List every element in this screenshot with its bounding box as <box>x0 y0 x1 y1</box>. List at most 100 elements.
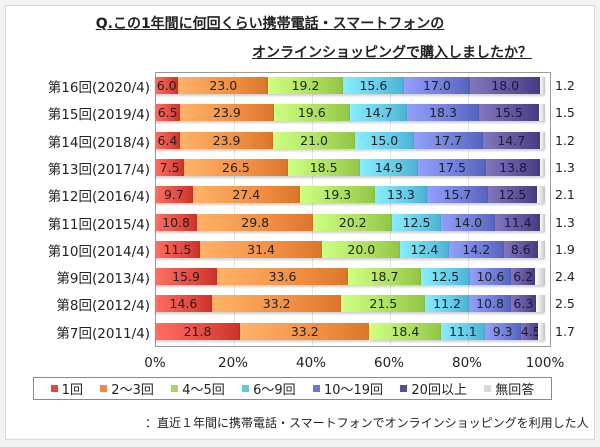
bar-segment: 14.7 <box>482 131 540 149</box>
legend-swatch <box>242 385 250 392</box>
bar-segment: 14.6 <box>155 295 212 313</box>
legend: 1回 2～3回 4～5回 6～9回 10～19回 20回以上 無回答 <box>33 377 552 400</box>
legend-label: 20回以上 <box>411 383 467 398</box>
x-tick-label: 20% <box>217 355 249 371</box>
chart-title-line1: Q.この1年間に何回くらい携帯電話・スマートフォンの <box>95 16 445 32</box>
gridline <box>468 73 469 346</box>
bar-segment: 12.5 <box>488 186 537 204</box>
bar-segment: 10.8 <box>468 295 512 313</box>
bar-segment: 14.9 <box>359 158 418 176</box>
legend-label: 2～3回 <box>111 383 154 398</box>
legend-swatch <box>171 385 179 392</box>
category-label: 第7回(2011/4) <box>56 325 150 342</box>
bar-segment: 33.6 <box>217 268 349 286</box>
no-answer-value-label: 1.2 <box>555 132 575 148</box>
bar-segment: 17.7 <box>413 131 483 149</box>
bar-segment: 14.7 <box>350 104 408 122</box>
legend-item: 2～3回 <box>100 379 154 398</box>
bar-segment: 20.0 <box>322 240 401 258</box>
bar-segment <box>535 295 546 313</box>
bar-segment: 7.5 <box>155 158 185 176</box>
bar-segment: 12.5 <box>392 213 441 231</box>
bar-segment: 6.0 <box>155 77 179 94</box>
bar-segment <box>536 186 545 204</box>
bar-segment <box>539 131 545 149</box>
bar-segment: 17.5 <box>417 158 487 176</box>
legend-label: 6～9回 <box>253 383 296 398</box>
footnote: ：直近１年間に携帯電話・スマートフォンでオンラインショッピングを利用した人 <box>145 416 589 430</box>
legend-item: 1回 <box>50 379 83 398</box>
bar-segment: 18.7 <box>348 268 421 286</box>
bar-segment: 14.0 <box>440 213 496 231</box>
bar-segment: 12.4 <box>400 240 449 258</box>
legend-item: 10～19回 <box>312 379 384 398</box>
legend-label: 4～5回 <box>182 383 225 398</box>
bar-segment: 23.9 <box>180 104 274 122</box>
bar-segment: 6.4 <box>155 131 180 149</box>
bar-segment <box>538 322 545 340</box>
chart-title-line2: オンラインショッピングで購入しましたか？ <box>252 45 532 61</box>
bar-segment: 21.8 <box>155 322 241 340</box>
legend-item: 6～9回 <box>242 379 296 398</box>
bar-segment <box>539 158 545 176</box>
bar-segment: 8.6 <box>504 240 538 258</box>
bar-segment: 13.8 <box>486 158 540 176</box>
no-answer-value-label: 1.7 <box>555 323 575 339</box>
category-label: 第9回(2013/4) <box>56 271 150 288</box>
legend-label: 無回答 <box>495 383 535 398</box>
no-answer-value-label: 1.9 <box>555 241 575 257</box>
bar-segment: 27.4 <box>192 186 300 204</box>
bar-segment: 15.6 <box>342 77 404 94</box>
bar-segment: 9.7 <box>155 186 193 204</box>
bar-segment: 23.0 <box>178 77 269 94</box>
bar-segment: 33.2 <box>240 322 370 340</box>
legend-swatch <box>400 385 408 392</box>
bar-segment: 20.2 <box>313 213 393 231</box>
bar-segment: 31.4 <box>199 240 323 258</box>
no-answer-value-label: 1.3 <box>555 214 575 230</box>
bar-segment: 12.5 <box>420 268 470 286</box>
bar-segment: 14.2 <box>448 240 505 258</box>
bar-segment: 18.4 <box>369 322 442 340</box>
category-label: 第15回(2019/4) <box>47 107 150 124</box>
bar-segment: 6.3 <box>511 295 536 313</box>
bar-segment: 17.0 <box>403 77 471 94</box>
no-answer-value-label: 1.2 <box>555 78 575 93</box>
bar-segment: 19.3 <box>299 186 375 204</box>
category-label: 第16回(2020/4) <box>47 80 150 96</box>
category-label: 第13回(2017/4) <box>47 161 150 178</box>
bar-segment: 11.2 <box>425 295 469 313</box>
legend-swatch <box>312 385 320 392</box>
bar-segment: 11.1 <box>441 322 485 340</box>
legend-label: 10～19回 <box>323 383 384 398</box>
legend-swatch <box>484 385 492 392</box>
x-tick-label: 100% <box>525 355 565 371</box>
bar-segment: 10.8 <box>155 213 198 231</box>
bar-segment: 33.2 <box>211 295 342 313</box>
bar-segment: 15.0 <box>355 131 414 149</box>
bar-segment: 11.5 <box>155 240 200 258</box>
gridline <box>234 73 235 346</box>
x-tick-label: 40% <box>295 355 327 371</box>
bar-segment: 9.3 <box>484 322 521 340</box>
bar-segment <box>540 77 545 94</box>
bar-segment: 6.5 <box>155 104 181 122</box>
bar-segment: 29.8 <box>197 213 314 231</box>
bar-segment: 18.0 <box>470 77 541 94</box>
bar-segment <box>535 268 545 286</box>
no-answer-value-label: 2.4 <box>555 269 575 285</box>
bar-segment: 19.6 <box>273 104 350 122</box>
no-answer-value-label: 2.5 <box>555 296 575 312</box>
bar-segment: 11.4 <box>495 213 540 231</box>
x-tick-label: 80% <box>451 355 483 371</box>
x-tick-label: 0% <box>144 355 166 371</box>
no-answer-value-label: 1.5 <box>555 105 575 121</box>
bar-segment <box>539 213 545 231</box>
legend-item: 4～5回 <box>171 379 225 398</box>
bar-segment <box>537 240 545 258</box>
legend-item: 無回答 <box>484 379 534 398</box>
bar-segment: 15.7 <box>426 186 489 204</box>
category-label: 第14回(2018/4) <box>47 134 150 151</box>
bar-segment: 21.0 <box>273 131 356 149</box>
x-tick-label: 60% <box>373 355 405 371</box>
